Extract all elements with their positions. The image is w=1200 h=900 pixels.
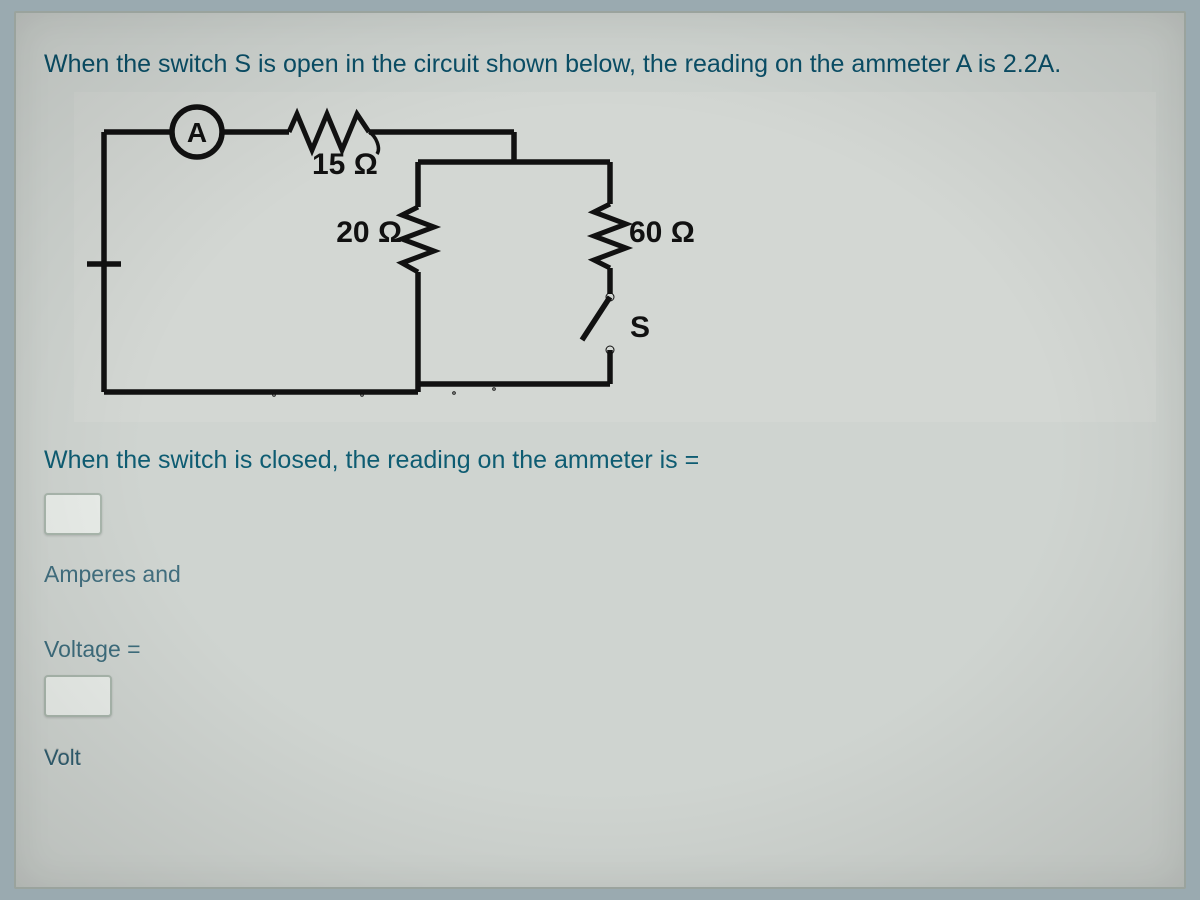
voltage-label: Voltage =	[44, 636, 1156, 663]
question-prompt-top: When the switch S is open in the circuit…	[44, 49, 1156, 80]
r-series-label: 15 Ω	[312, 148, 378, 181]
amperes-and-label: Amperes and	[44, 561, 1156, 588]
r-left-label: 20 Ω	[336, 216, 402, 249]
switch-label: S	[630, 311, 650, 344]
ammeter-label: A	[187, 117, 207, 148]
question-prompt-below: When the switch is closed, the reading o…	[44, 446, 1156, 475]
circuit-diagram: A 15 Ω 20 Ω 60 Ω	[74, 92, 1156, 422]
question-card: When the switch S is open in the circuit…	[14, 11, 1186, 889]
ammeter-answer-input[interactable]	[44, 493, 102, 535]
volt-unit-label: Volt	[44, 745, 1156, 771]
r-right-label: 60 Ω	[629, 216, 695, 249]
voltage-answer-input[interactable]	[44, 675, 112, 717]
